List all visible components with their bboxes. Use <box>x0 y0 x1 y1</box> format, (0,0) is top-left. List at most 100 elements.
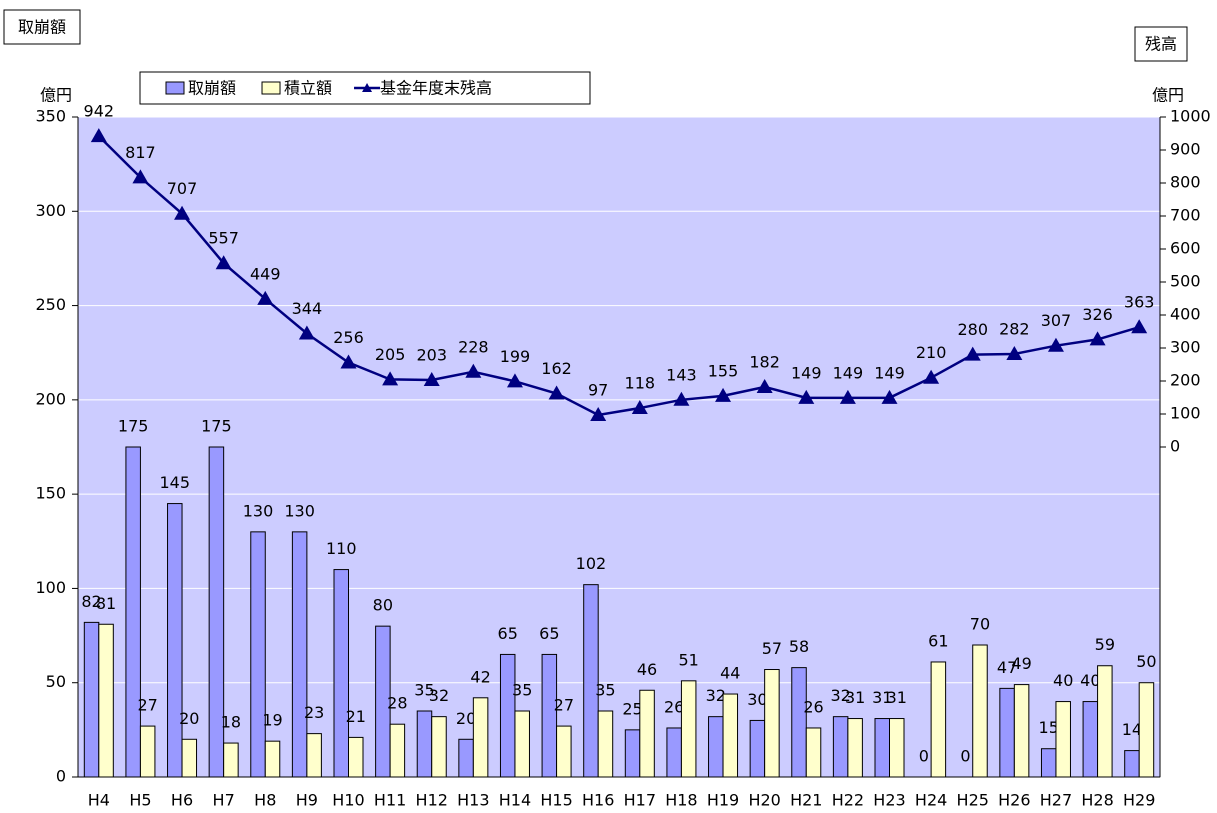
line-marker <box>382 371 399 386</box>
line-marker <box>964 346 981 361</box>
bar-value-label: 32 <box>706 686 726 705</box>
bar-value-label: 19 <box>262 711 282 730</box>
bar <box>832 716 849 778</box>
bar <box>722 693 739 778</box>
line-marker <box>839 389 856 404</box>
x-tick-label: H20 <box>748 791 780 810</box>
bar-value-label: 49 <box>1011 654 1031 673</box>
bar <box>1138 682 1155 778</box>
bar <box>167 503 183 778</box>
line-value-label: 97 <box>588 380 608 399</box>
bar <box>458 738 474 778</box>
line-value-label: 449 <box>250 264 281 283</box>
line-marker <box>548 385 565 400</box>
y2-title-box <box>1134 26 1188 62</box>
y-tick-label: 50 <box>46 672 66 691</box>
x-tick-label: H16 <box>582 791 614 810</box>
bar-value-label: 58 <box>789 637 809 656</box>
bar <box>749 719 766 778</box>
bar <box>472 697 489 778</box>
y2-title: 残高 <box>1145 35 1177 54</box>
line-marker <box>1006 345 1023 360</box>
line-marker <box>257 290 274 305</box>
y2-unit: 億円 <box>1152 86 1184 105</box>
y-tick-label: 300 <box>35 201 66 220</box>
line-value-label: 256 <box>333 328 364 347</box>
bar-value-label: 20 <box>179 709 199 728</box>
bar <box>98 623 114 778</box>
bar <box>348 736 364 778</box>
line-marker <box>340 354 357 369</box>
y2-tick-label: 900 <box>1170 140 1201 159</box>
bar-value-label: 35 <box>595 681 615 700</box>
line-marker <box>90 128 107 143</box>
bar-value-label: 14 <box>1122 720 1142 739</box>
bar-value-label: 44 <box>720 664 740 683</box>
bar <box>389 723 406 778</box>
y2-tick-label: 100 <box>1170 404 1201 423</box>
bar <box>431 716 447 778</box>
bar-value-label: 110 <box>326 539 357 558</box>
bar <box>1040 748 1057 778</box>
bar-value-label: 21 <box>346 707 366 726</box>
x-tick-label: H25 <box>957 791 989 810</box>
bar-value-label: 27 <box>554 696 574 715</box>
bar <box>416 710 433 778</box>
y2-tick-label: 800 <box>1170 173 1201 192</box>
legend-label: 基金年度末残高 <box>380 79 492 98</box>
bar-value-label: 130 <box>243 501 274 520</box>
bar <box>333 569 349 778</box>
line-value-label: 149 <box>874 363 905 382</box>
x-tick-label: H24 <box>915 791 947 810</box>
bar-value-label: 27 <box>137 696 157 715</box>
x-tick-label: H4 <box>88 791 110 810</box>
x-tick-label: H26 <box>998 791 1030 810</box>
line-marker <box>132 169 149 184</box>
bar <box>541 653 558 778</box>
bar <box>375 625 391 778</box>
line-value-label: 307 <box>1041 311 1072 330</box>
line-value-label: 363 <box>1124 293 1155 312</box>
bar-value-label: 31 <box>872 688 892 707</box>
bar-value-label: 42 <box>470 667 490 686</box>
bar-value-label: 80 <box>373 596 393 615</box>
x-tick-label: H13 <box>457 791 489 810</box>
x-tick-label: H9 <box>296 791 318 810</box>
x-tick-label: H22 <box>832 791 864 810</box>
bar <box>223 742 239 778</box>
bar <box>999 687 1015 778</box>
bar <box>1124 750 1140 778</box>
bar-value-label: 35 <box>512 681 532 700</box>
bar-value-label: 35 <box>414 681 434 700</box>
bar-value-label: 145 <box>160 473 191 492</box>
y-tick-label: 350 <box>35 107 66 126</box>
x-tick-label: H12 <box>416 791 448 810</box>
bar-value-label: 23 <box>304 703 324 722</box>
line-marker <box>1089 331 1106 346</box>
bar <box>764 669 780 778</box>
bar-value-label: 31 <box>845 688 865 707</box>
line-value-label: 557 <box>208 229 239 248</box>
bar-value-label: 20 <box>456 709 476 728</box>
y-tick-label: 0 <box>56 767 66 786</box>
bar <box>624 729 641 778</box>
bar <box>181 738 198 778</box>
bar-value-label: 0 <box>960 747 970 766</box>
x-tick-label: H15 <box>540 791 572 810</box>
line-value-label: 280 <box>957 320 988 339</box>
line-marker <box>506 373 523 388</box>
line-value-label: 155 <box>708 361 739 380</box>
line-marker <box>590 406 607 421</box>
line-marker <box>756 378 773 393</box>
line-value-label: 118 <box>625 374 656 393</box>
line-value-label: 210 <box>916 343 947 362</box>
bar <box>680 680 697 778</box>
bar-value-label: 31 <box>887 688 907 707</box>
x-tick-label: H27 <box>1040 791 1072 810</box>
line-marker <box>174 205 191 220</box>
line-value-label: 344 <box>292 299 323 318</box>
line-value-label: 282 <box>999 319 1030 338</box>
y2-tick-label: 400 <box>1170 305 1201 324</box>
y-unit: 億円 <box>40 86 72 105</box>
